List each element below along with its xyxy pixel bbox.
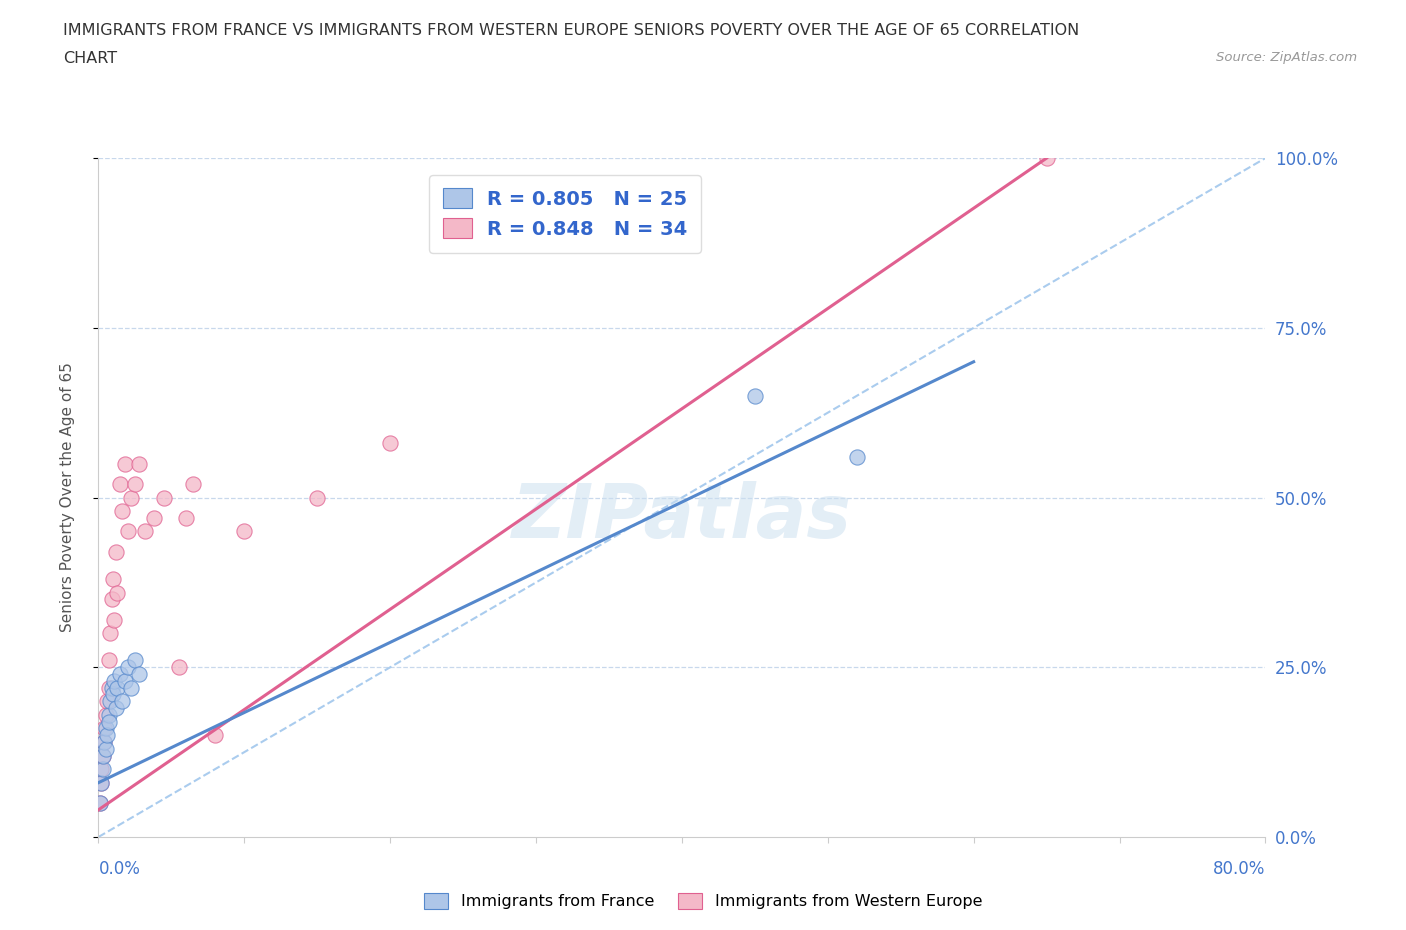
Point [96,727,118,742]
Point [97,680,120,695]
Point [110,667,132,682]
Point [100,592,122,607]
Point [845,449,868,464]
Point [89,796,111,811]
Legend: Immigrants from France, Immigrants from Western Europe: Immigrants from France, Immigrants from … [416,884,990,917]
Point [97,653,120,668]
Y-axis label: Seniors Poverty Over the Age of 65: Seniors Poverty Over the Age of 65 [60,363,75,632]
Point [120,490,142,505]
Point [94,721,117,736]
Text: 80.0%: 80.0% [1213,860,1265,878]
Point [96,694,118,709]
Point [104,544,127,559]
Point [117,660,139,675]
Point [105,680,128,695]
Point [124,653,146,668]
Point [101,572,124,587]
Point [111,504,134,519]
Point [104,700,127,715]
Point [97,708,120,723]
Point [103,673,125,688]
Point [378,436,402,451]
Point [93,735,115,750]
Point [100,680,122,695]
Text: IMMIGRANTS FROM FRANCE VS IMMIGRANTS FROM WESTERN EUROPE SENIORS POVERTY OVER TH: IMMIGRANTS FROM FRANCE VS IMMIGRANTS FRO… [63,23,1080,38]
Point [97,714,120,729]
Point [204,727,226,742]
Point [103,612,125,627]
Point [117,525,139,539]
Point [94,708,117,723]
Point [93,721,115,736]
Point [90,776,112,790]
Point [91,762,114,777]
Point [98,694,121,709]
Point [110,476,132,491]
Point [1035,151,1057,166]
Legend: R = 0.805   N = 25, R = 0.848   N = 34: R = 0.805 N = 25, R = 0.848 N = 34 [429,175,702,253]
Point [174,511,197,525]
Point [307,490,329,505]
Point [105,585,128,600]
Point [90,776,112,790]
Point [744,389,766,404]
Text: ZIPatlas: ZIPatlas [512,482,852,554]
Point [91,748,114,763]
Point [167,660,190,675]
Point [91,748,114,763]
Point [93,735,115,750]
Point [94,741,117,756]
Point [128,457,150,472]
Text: CHART: CHART [63,51,117,66]
Point [89,796,111,811]
Point [128,667,150,682]
Text: 0.0%: 0.0% [98,860,141,878]
Point [134,525,156,539]
Point [90,762,112,777]
Point [101,687,124,702]
Point [120,680,142,695]
Point [181,476,204,491]
Point [98,626,121,641]
Point [114,457,136,472]
Point [124,476,146,491]
Point [153,490,176,505]
Point [233,525,256,539]
Point [142,511,165,525]
Point [114,673,136,688]
Point [111,694,134,709]
Text: Source: ZipAtlas.com: Source: ZipAtlas.com [1216,51,1357,64]
